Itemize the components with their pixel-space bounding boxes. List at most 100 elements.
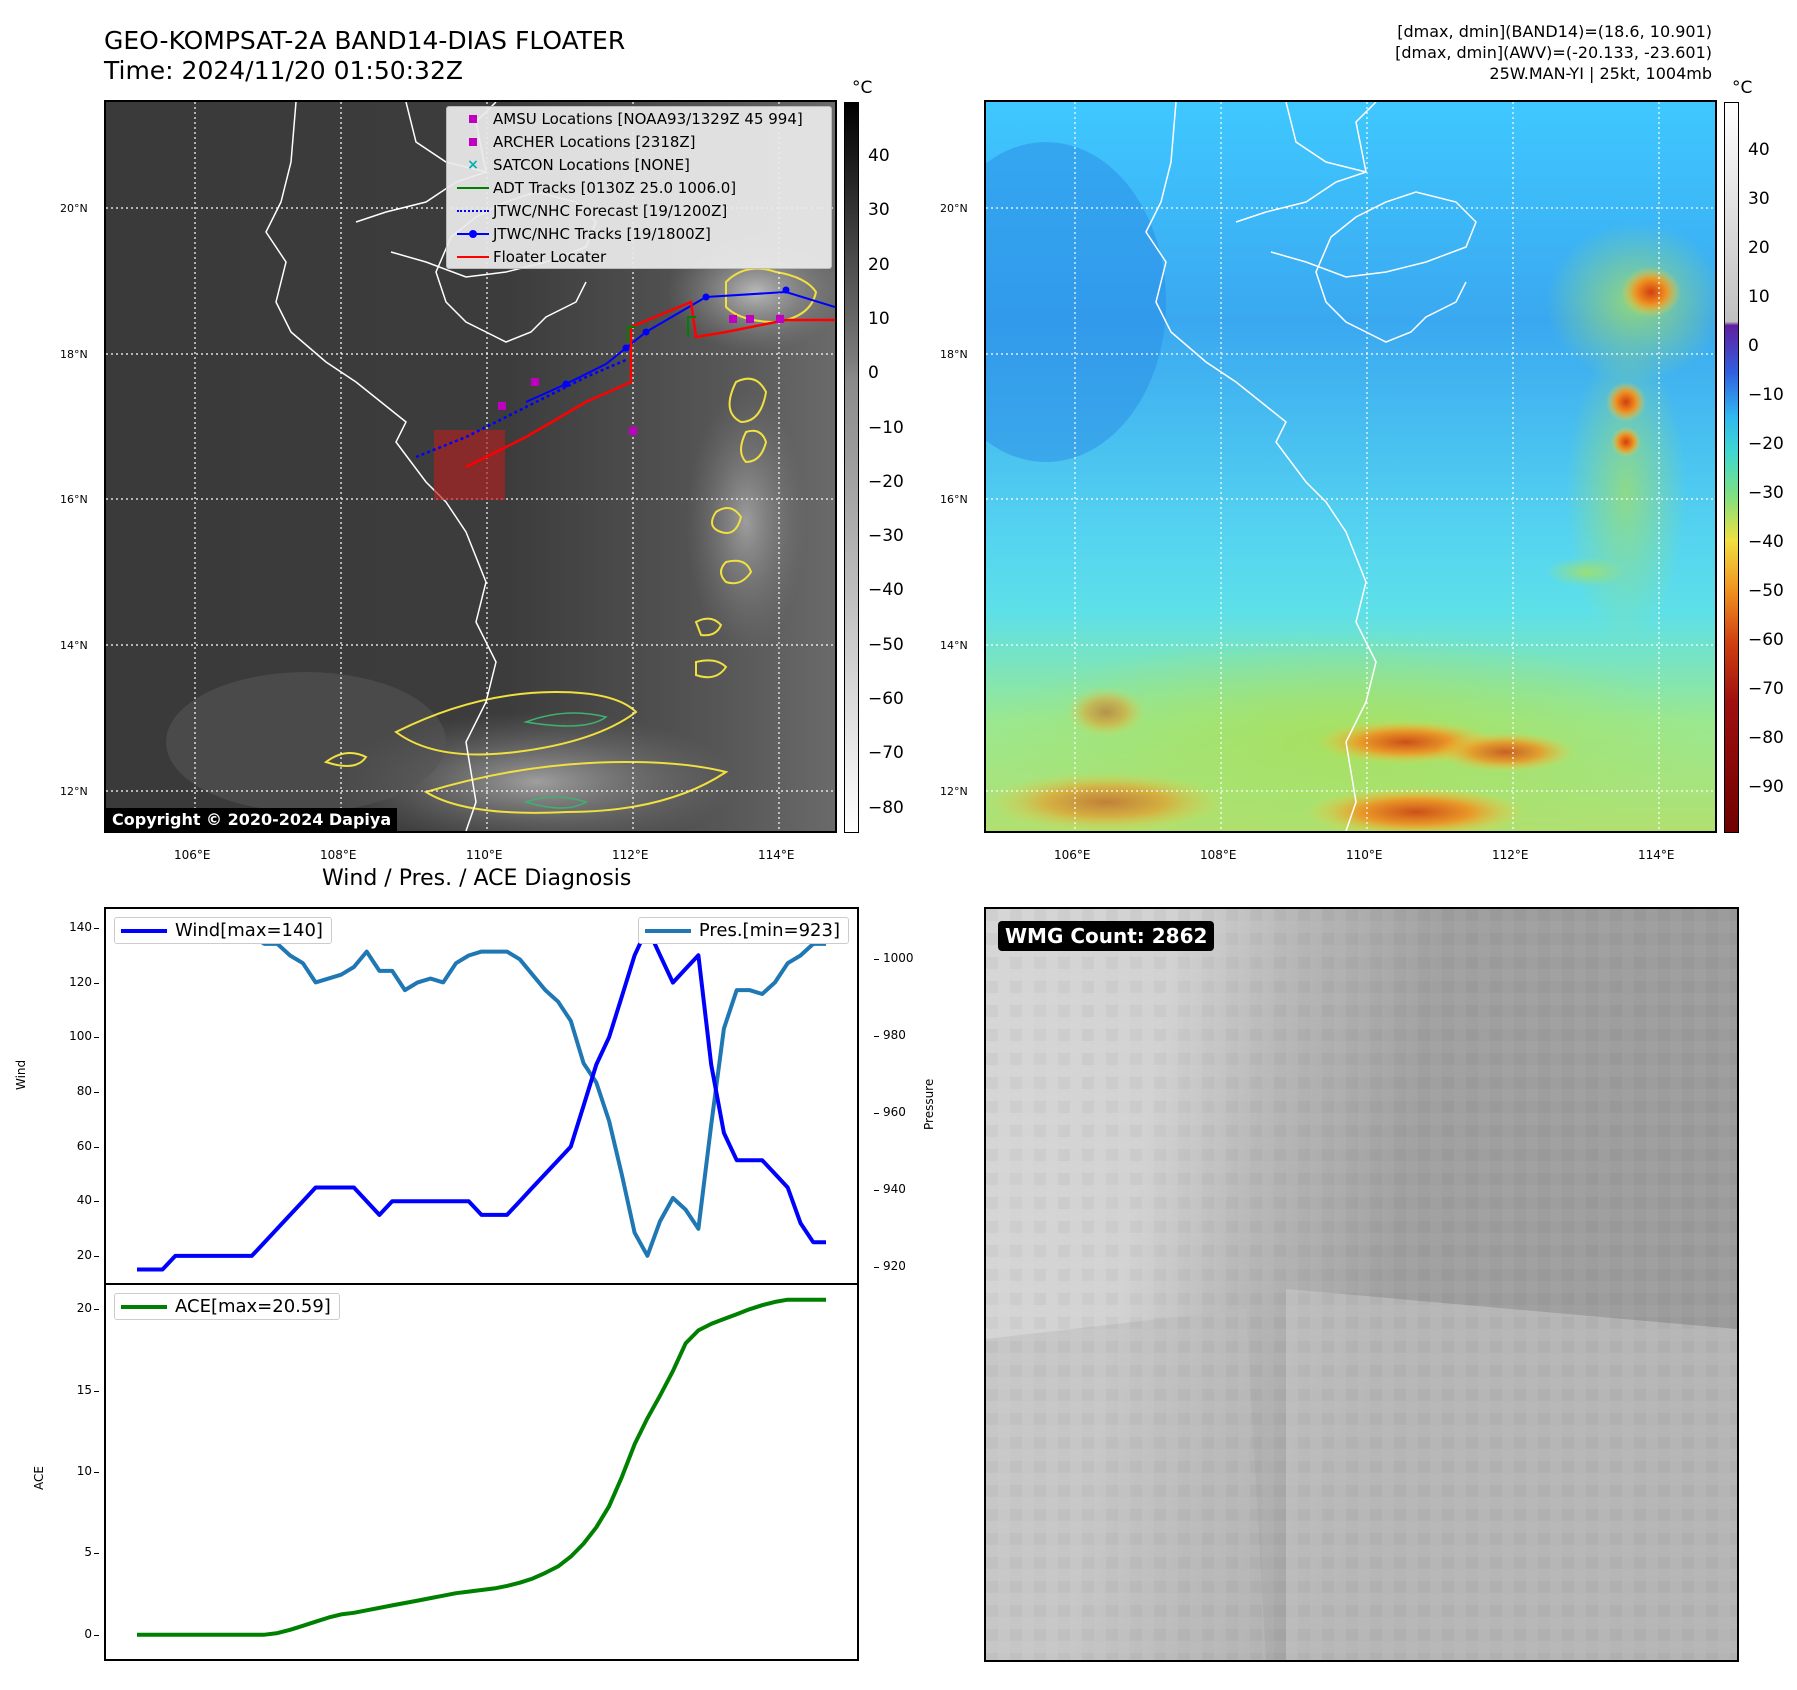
pressure-tick-mark <box>874 1036 879 1038</box>
wind-tick-mark <box>94 927 99 929</box>
colorbar-tick-label: 20 <box>1748 238 1770 258</box>
wmg-count-badge: WMG Count: 2862 <box>998 921 1215 951</box>
colorbar-tick-label: 40 <box>868 146 890 166</box>
colorbar-tick-label: −80 <box>868 797 904 818</box>
legend-item-archer: ARCHER Locations [2318Z] <box>447 130 831 153</box>
lon-tick: 112°E <box>1492 848 1529 862</box>
figure-title: GEO-KOMPSAT-2A BAND14-DIAS FLOATER <box>104 26 626 55</box>
colorbar-tick-label: −30 <box>1748 483 1784 503</box>
figure-time: Time: 2024/11/20 01:50:32Z <box>104 56 463 85</box>
pressure-tick: 940 <box>883 1182 906 1197</box>
wind-tick-mark <box>94 1201 99 1203</box>
pressure-tick: 920 <box>883 1259 906 1274</box>
adt-track <box>627 326 636 342</box>
colorbar-tick-label: 40 <box>1748 140 1770 160</box>
ace-legend: ACE[max=20.59] <box>114 1293 340 1320</box>
pressure-tick-mark <box>874 1190 879 1192</box>
lon-tick: 106°E <box>174 848 211 862</box>
wind-series-line <box>137 925 826 1272</box>
pressure-tick: 980 <box>883 1028 906 1043</box>
colorbar-tick-label: −90 <box>1748 777 1784 797</box>
ace-tick-mark <box>94 1309 99 1311</box>
map-legend: AMSU Locations [NOAA93/1329Z 45 994] ARC… <box>446 106 832 269</box>
colorbar-tick-label: −70 <box>1748 679 1784 699</box>
lat-tick: 16°N <box>940 493 968 506</box>
wind-tick-mark <box>94 1037 99 1039</box>
lon-tick: 108°E <box>1200 848 1237 862</box>
colorbar-tick-label: 0 <box>868 363 879 384</box>
diag-title: Wind / Pres. / ACE Diagnosis <box>322 866 632 891</box>
colorbar-tick-label: 20 <box>868 254 890 275</box>
wind-tick: 100 <box>69 1029 92 1044</box>
lat-tick: 12°N <box>940 785 968 798</box>
wind-tick: 60 <box>76 1138 92 1153</box>
jtwc-forecast-track <box>415 358 627 459</box>
lon-tick: 110°E <box>1346 848 1383 862</box>
colorbar-tick-label: −10 <box>868 417 904 438</box>
pressure-series-line <box>137 922 826 1258</box>
lat-tick: 20°N <box>940 202 968 215</box>
wind-tick-mark <box>94 1091 99 1093</box>
lat-tick: 12°N <box>60 785 88 798</box>
colorbar-tick-label: 10 <box>1748 287 1770 307</box>
lat-tick: 20°N <box>60 202 88 215</box>
wind-pres-plot <box>137 922 826 1272</box>
wmg-image <box>986 909 1737 1660</box>
colorbar-tick-label: −50 <box>868 634 904 655</box>
colorbar-tick-label: 10 <box>868 308 890 329</box>
pressure-tick-mark <box>874 1113 879 1115</box>
colorbar-tick-label: −20 <box>1748 434 1784 454</box>
legend-item-floater: Floater Locater <box>447 245 831 268</box>
wind-pres-panel: Wind[max=140] Pres.[min=923] <box>104 907 859 1285</box>
colorbar-tick-label: −40 <box>1748 532 1784 552</box>
colorbar-tick-label: −60 <box>1748 630 1784 650</box>
wmg-panel: WMG Count: 2862 <box>984 907 1739 1662</box>
pressure-tick: 960 <box>883 1105 906 1120</box>
lon-tick: 114°E <box>1638 848 1675 862</box>
colorbar-tick-label: −30 <box>868 526 904 547</box>
lon-tick: 110°E <box>466 848 503 862</box>
legend-item-adt: ADT Tracks [0130Z 25.0 1006.0] <box>447 176 831 199</box>
wind-tick-mark <box>94 982 99 984</box>
jtwc-track-points <box>562 286 790 388</box>
legend-item-jtwc-tracks: JTWC/NHC Tracks [19/1800Z] <box>447 222 831 245</box>
lon-tick: 106°E <box>1054 848 1091 862</box>
colorbar-tick-label: 30 <box>868 200 890 221</box>
legend-item-jtwc-forecast: JTWC/NHC Forecast [19/1200Z] <box>447 199 831 222</box>
lon-tick: 108°E <box>320 848 357 862</box>
awv-map <box>986 102 1715 831</box>
ace-tick: 15 <box>76 1382 92 1397</box>
colorbar-right-unit: °C <box>1732 78 1753 98</box>
colorbar-tick-label: −60 <box>868 689 904 709</box>
lon-tick: 114°E <box>758 848 795 862</box>
legend-item-satcon: × SATCON Locations [NONE] <box>467 155 690 174</box>
lat-tick: 18°N <box>940 348 968 361</box>
colorbar-tick-label: −70 <box>868 743 904 764</box>
ace-tick-mark <box>94 1553 99 1555</box>
wind-tick: 40 <box>76 1193 92 1208</box>
band14-map-panel: AMSU Locations [NOAA93/1329Z 45 994] ARC… <box>104 100 837 833</box>
pressure-tick-mark <box>874 1267 879 1269</box>
wind-tick: 120 <box>69 974 92 989</box>
ace-tick-mark <box>94 1390 99 1392</box>
ace-tick-mark <box>94 1472 99 1473</box>
ace-tick: 20 <box>76 1301 92 1316</box>
ace-plot <box>137 1297 826 1637</box>
ace-axis-label: ACE <box>32 1466 46 1490</box>
ace-series-line <box>137 1297 826 1637</box>
wind-tick: 140 <box>69 919 92 934</box>
colorbar-left-unit: °C <box>852 78 873 98</box>
awv-map-panel <box>984 100 1717 833</box>
info-awv: [dmax, dmin](AWV)=(-20.133, -23.601) <box>1395 43 1712 62</box>
info-storm: 25W.MAN-YI | 25kt, 1004mb <box>1489 64 1712 83</box>
lon-tick: 112°E <box>612 848 649 862</box>
lat-tick: 14°N <box>940 639 968 652</box>
pressure-axis-label: Pressure <box>922 1078 936 1130</box>
colorbar-left <box>844 102 859 833</box>
colorbar-tick-label: −10 <box>1748 385 1784 405</box>
lat-tick: 16°N <box>60 493 88 506</box>
info-band14: [dmax, dmin](BAND14)=(18.6, 10.901) <box>1397 22 1712 41</box>
wind-tick-mark <box>94 1255 99 1257</box>
wind-tick: 20 <box>76 1247 92 1262</box>
ace-panel: ACE[max=20.59] <box>104 1283 859 1661</box>
